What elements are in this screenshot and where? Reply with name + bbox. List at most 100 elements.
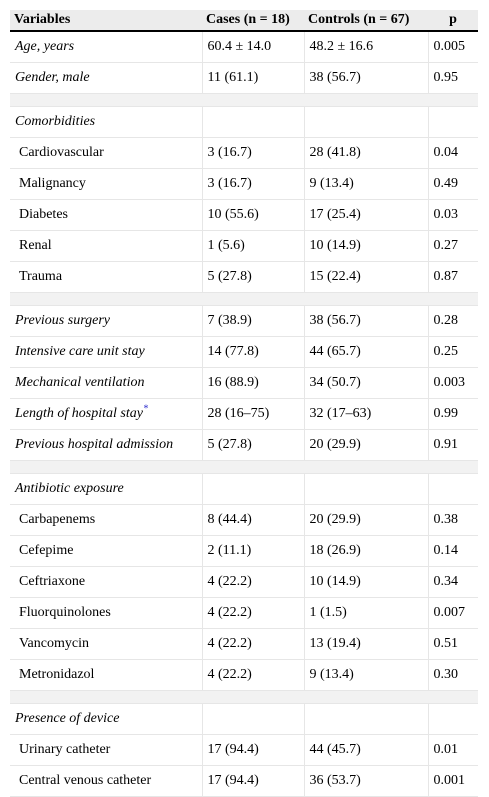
cases-value: 3 (16.7): [202, 137, 305, 169]
table-row: Gender, male 11 (61.1) 38 (56.7) 0.95: [10, 62, 478, 94]
row-label: Central venous catheter: [10, 765, 203, 797]
section-spacer: [10, 460, 478, 474]
p-value: 0.51: [428, 628, 478, 660]
section-spacer: [10, 292, 478, 306]
controls-value: 9 (13.4): [304, 168, 429, 200]
cases-value: 8 (44.4): [202, 504, 305, 536]
cases-value: 2 (11.1): [202, 535, 305, 567]
header-cases: Cases (n = 18): [202, 10, 304, 32]
controls-value: 36 (53.7): [304, 765, 429, 797]
row-label: Metronidazol: [10, 659, 203, 691]
table-row: Renal 1 (5.6) 10 (14.9) 0.27: [10, 230, 478, 262]
section-spacer: [10, 690, 478, 704]
p-value: 0.001: [428, 765, 478, 797]
row-label: Age, years: [10, 31, 203, 63]
table-row: Vancomycin 4 (22.2) 13 (19.4) 0.51: [10, 628, 478, 660]
controls-value: 15 (22.4): [304, 261, 429, 293]
controls-value: 10 (14.9): [304, 230, 429, 262]
controls-value: 48.2 ± 16.6: [304, 31, 429, 63]
table-row: Age, years 60.4 ± 14.0 48.2 ± 16.6 0.005: [10, 31, 478, 63]
p-value: 0.03: [428, 199, 478, 231]
table-row: Fluorquinolones 4 (22.2) 1 (1.5) 0.007: [10, 597, 478, 629]
controls-value: 17 (25.4): [304, 199, 429, 231]
p-value: 0.005: [428, 31, 478, 63]
cases-value: 11 (61.1): [202, 62, 305, 94]
cases-value: 17 (94.4): [202, 765, 305, 797]
controls-value: 38 (56.7): [304, 62, 429, 94]
section-header-row: Presence of device: [10, 703, 478, 735]
row-label: Trauma: [10, 261, 203, 293]
cases-value: 28 (16–75): [202, 398, 305, 430]
row-label-cell: Length of hospital stay*: [10, 398, 203, 430]
table-row: Previous hospital admission 5 (27.8) 20 …: [10, 429, 478, 461]
p-value: 0.14: [428, 535, 478, 567]
p-value: 0.28: [428, 305, 478, 337]
p-value: 0.25: [428, 336, 478, 368]
cases-value: 60.4 ± 14.0: [202, 31, 305, 63]
p-value: 0.003: [428, 367, 478, 399]
section-header-row: Comorbidities: [10, 106, 478, 138]
row-label: Intensive care unit stay: [10, 336, 203, 368]
controls-value: 38 (56.7): [304, 305, 429, 337]
cases-value: 7 (38.9): [202, 305, 305, 337]
controls-value: 32 (17–63): [304, 398, 429, 430]
row-label: Urinary catheter: [10, 734, 203, 766]
table-row: Length of hospital stay* 28 (16–75) 32 (…: [10, 398, 478, 430]
cases-value: 5 (27.8): [202, 261, 305, 293]
table-row: Mechanical ventilation 16 (88.9) 34 (50.…: [10, 367, 478, 399]
controls-value: 44 (45.7): [304, 734, 429, 766]
cases-value: 4 (22.2): [202, 566, 305, 598]
row-label: Renal: [10, 230, 203, 262]
p-value: 0.34: [428, 566, 478, 598]
controls-value: 18 (26.9): [304, 535, 429, 567]
cases-value: 14 (77.8): [202, 336, 305, 368]
p-value: 0.007: [428, 597, 478, 629]
row-label: Previous surgery: [10, 305, 203, 337]
table-row: Malignancy 3 (16.7) 9 (13.4) 0.49: [10, 168, 478, 200]
row-label: Gender, male: [10, 62, 203, 94]
table-row: Intensive care unit stay 14 (77.8) 44 (6…: [10, 336, 478, 368]
row-label: Cardiovascular: [10, 137, 203, 169]
controls-value: 1 (1.5): [304, 597, 429, 629]
section-label: Comorbidities: [10, 106, 203, 138]
row-label: Diabetes: [10, 199, 203, 231]
section-spacer: [10, 93, 478, 107]
footnote-link[interactable]: *: [142, 403, 148, 415]
table-row: Metronidazol 4 (22.2) 9 (13.4) 0.30: [10, 659, 478, 691]
table-row: Diabetes 10 (55.6) 17 (25.4) 0.03: [10, 199, 478, 231]
p-value: 0.99: [428, 398, 478, 430]
table-row: Ceftriaxone 4 (22.2) 10 (14.9) 0.34: [10, 566, 478, 598]
row-label: Ceftriaxone: [10, 566, 203, 598]
cases-value: 16 (88.9): [202, 367, 305, 399]
controls-value: 10 (14.9): [304, 566, 429, 598]
table-row: Previous surgery 7 (38.9) 38 (56.7) 0.28: [10, 305, 478, 337]
row-label: Fluorquinolones: [10, 597, 203, 629]
row-label: Mechanical ventilation: [10, 367, 203, 399]
row-label: Cefepime: [10, 535, 203, 567]
table-row: Urinary catheter 17 (94.4) 44 (45.7) 0.0…: [10, 734, 478, 766]
p-value: 0.91: [428, 429, 478, 461]
controls-value: 13 (19.4): [304, 628, 429, 660]
p-value: 0.27: [428, 230, 478, 262]
row-label: Length of hospital stay: [15, 406, 143, 421]
row-label: Previous hospital admission: [10, 429, 203, 461]
row-label: Carbapenems: [10, 504, 203, 536]
header-controls: Controls (n = 67): [304, 10, 428, 32]
table-row: Central venous catheter 17 (94.4) 36 (53…: [10, 765, 478, 797]
controls-value: 9 (13.4): [304, 659, 429, 691]
controls-value: 34 (50.7): [304, 367, 429, 399]
header-row: Variables Cases (n = 18) Controls (n = 6…: [10, 10, 478, 32]
table-row: Cefepime 2 (11.1) 18 (26.9) 0.14: [10, 535, 478, 567]
controls-value: 20 (29.9): [304, 504, 429, 536]
row-label: Malignancy: [10, 168, 203, 200]
row-label: Vancomycin: [10, 628, 203, 660]
cases-value: 3 (16.7): [202, 168, 305, 200]
header-variables: Variables: [10, 10, 202, 32]
p-value: 0.30: [428, 659, 478, 691]
section-label: Antibiotic exposure: [10, 473, 203, 505]
p-value: 0.87: [428, 261, 478, 293]
p-value: 0.49: [428, 168, 478, 200]
header-p: p: [428, 10, 478, 32]
p-value: 0.01: [428, 734, 478, 766]
cases-value: 4 (22.2): [202, 628, 305, 660]
